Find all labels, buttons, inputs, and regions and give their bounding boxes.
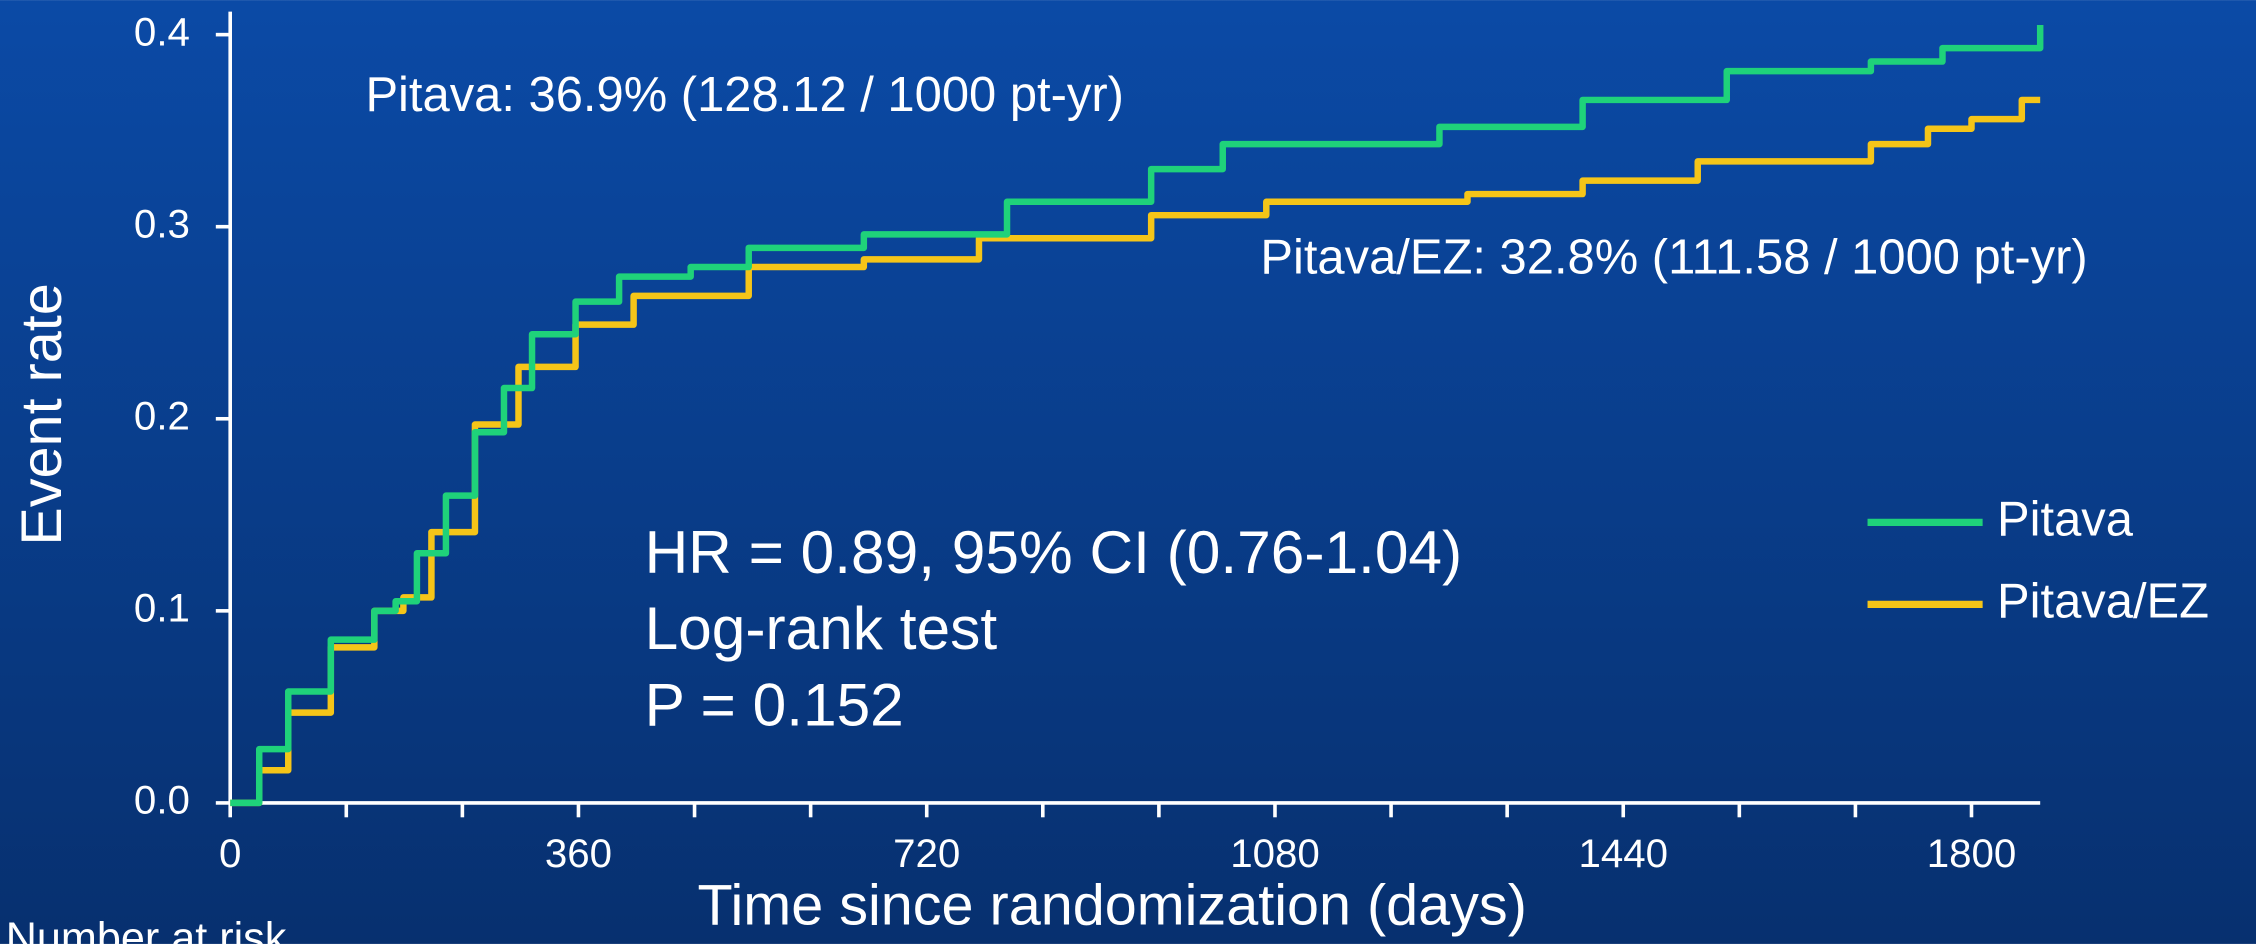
x-tick-label: 1440 [1578,831,1668,876]
line [230,25,2044,807]
y-tick-label: 0.2 [134,393,190,438]
x-tick-label: 0 [219,831,241,876]
annotation: Log-rank test [645,594,998,662]
x-axis-title: Time since randomization (days) [697,874,1526,938]
x-tick-label: 1080 [1230,831,1320,876]
y-axis-title: Event rate [10,283,74,545]
annotation: Number at risk [6,914,287,944]
y-tick-label: 0.3 [134,201,190,246]
y-tick-label: 0.4 [134,9,190,54]
x-tick-label: 720 [893,831,960,876]
y-tick-label: 0.1 [134,585,190,630]
annotation: Pitava/EZ: 32.8% (111.58 / 1000 pt-yr) [1260,230,2087,284]
annotation: Pitava: 36.9% (128.12 / 1000 pt-yr) [365,68,1123,122]
legend-label: Pitava [1997,492,2134,546]
x-tick-label: 1800 [1927,831,2017,876]
legend-label: Pitava/EZ [1997,574,2209,628]
x-tick-label: 360 [545,831,612,876]
y-tick-label: 0.0 [134,778,190,823]
annotation: HR = 0.89, 95% CI (0.76-1.04) [645,518,1463,586]
annotation: P = 0.152 [645,670,904,738]
